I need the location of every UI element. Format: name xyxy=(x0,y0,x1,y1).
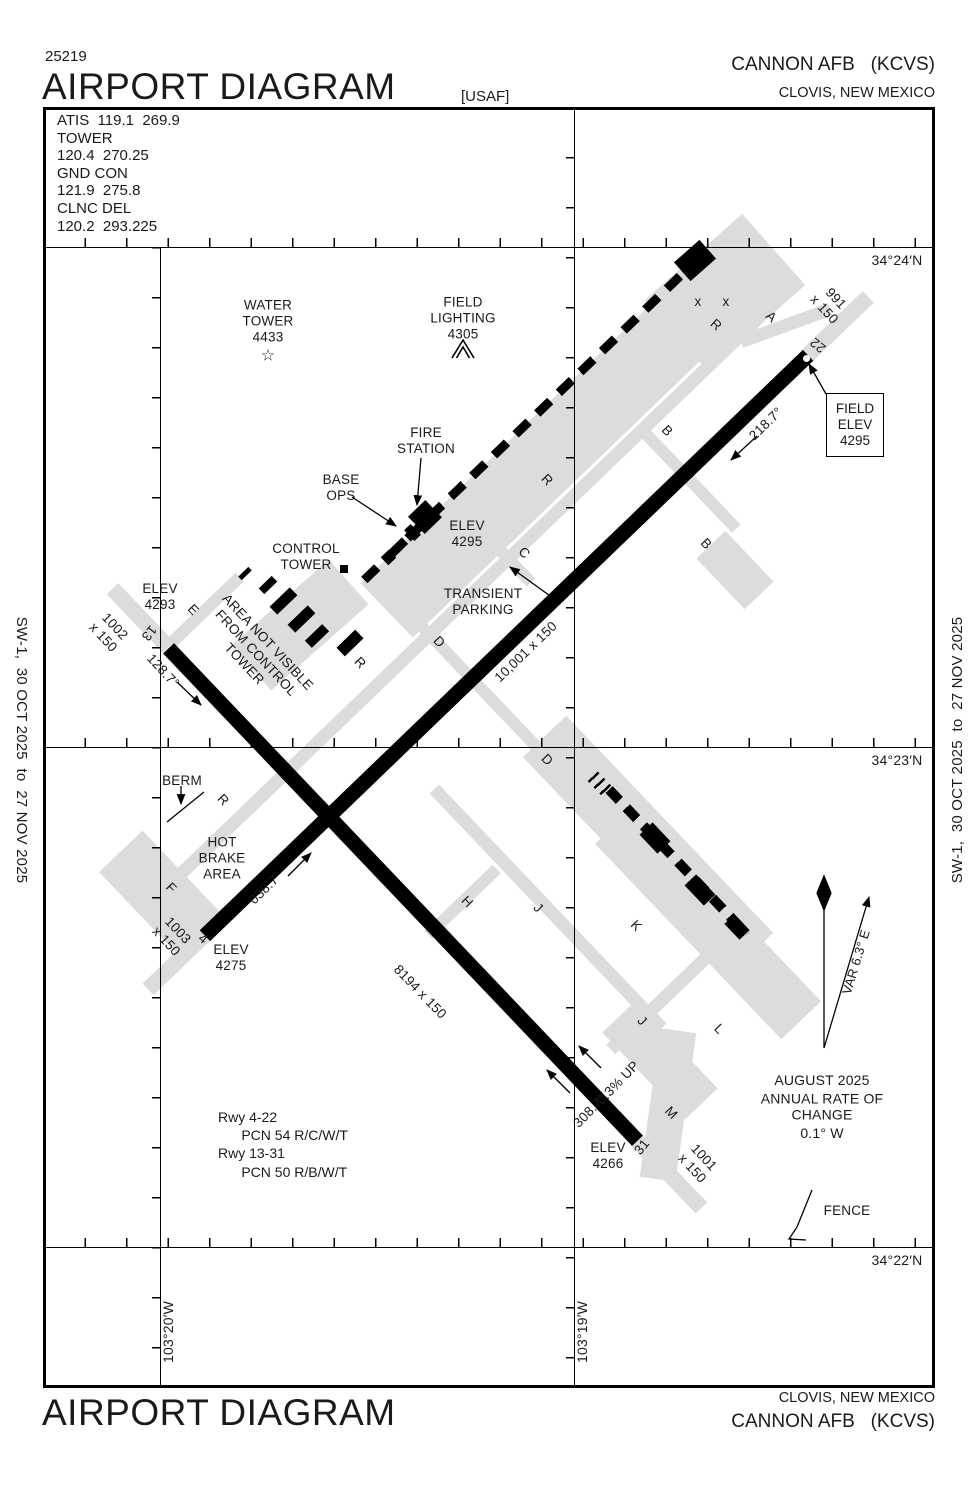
water-tower-label: WATER TOWER 4433 xyxy=(242,297,294,344)
hot-brake-label: HOT BRAKE AREA xyxy=(198,834,246,881)
berm-label: BERM xyxy=(162,773,202,789)
magvar-rate-value: 0.1° W xyxy=(800,1124,844,1141)
lat-line-34-24 xyxy=(43,247,935,248)
airport-city: CLOVIS, NEW MEXICO xyxy=(778,85,935,101)
footer-title: AIRPORT DIAGRAM xyxy=(42,1392,396,1433)
field-lighting-label: FIELD LIGHTING 4305 xyxy=(430,294,496,341)
field-elev-box: FIELD ELEV 4295 xyxy=(826,393,884,457)
field-elev-arrow xyxy=(808,363,827,395)
overrun-13-label: 1002 x 150 xyxy=(86,609,132,655)
margin-note-left: SW-1, 30 OCT 2025 to 27 NOV 2025 xyxy=(12,616,30,884)
rwy-13-31-dim-label: 8194 x 150 xyxy=(390,961,450,1022)
slope-arrow xyxy=(578,1045,602,1069)
comm-frequencies: ATIS 119.1 269.9 TOWER 120.4 270.25 GND … xyxy=(57,112,180,235)
field-elev-text: FIELD ELEV 4295 xyxy=(835,401,875,448)
chart-number: 25219 xyxy=(45,48,87,65)
lon-label-103-20: 103°20′W xyxy=(159,1301,176,1363)
taxiway-k-label: K xyxy=(627,917,645,935)
transient-parking-label: TRANSIENT PARKING xyxy=(443,586,523,617)
water-tower-star-icon: ☆ xyxy=(260,347,276,365)
footer-airport: CANNON AFB (KCVS) xyxy=(731,1411,935,1432)
base-ops-label: BASE OPS xyxy=(322,472,360,503)
fence-symbol xyxy=(787,1189,813,1241)
lon-label-103-19: 103°19′W xyxy=(573,1301,590,1363)
rwy4-elev-label: ELEV 4275 xyxy=(213,942,249,973)
lat-ticks-34-22 xyxy=(43,1238,935,1247)
fence-label: FENCE xyxy=(823,1203,871,1219)
org-label: [USAF] xyxy=(461,88,510,105)
berm-symbol xyxy=(166,791,205,823)
magvar-label: VAR 6.3° E xyxy=(838,927,873,997)
magvar-rate-label: ANNUAL RATE OF CHANGE xyxy=(760,1090,884,1123)
beacon-icon xyxy=(451,338,475,359)
north-arrow-head xyxy=(816,874,832,912)
lat-label-34-22: 34°22′N xyxy=(871,1251,923,1268)
fire-station-arrow xyxy=(413,457,423,507)
taxiway-b-label-1: B xyxy=(658,422,676,440)
control-tower-label: CONTROL TOWER xyxy=(272,541,340,572)
footer-city: CLOVIS, NEW MEXICO xyxy=(778,1390,935,1406)
runway-pcn-data: Rwy 4-22 PCN 54 R/C/W/T Rwy 13-31 PCN 50… xyxy=(218,1109,348,1180)
lon-ticks-103-19 xyxy=(566,107,574,1388)
closed-marking-x1: x xyxy=(694,294,702,310)
building-dash xyxy=(238,566,252,581)
margin-note-right: SW-1, 30 OCT 2025 to 27 NOV 2025 xyxy=(949,616,967,884)
lon-ticks-103-20 xyxy=(152,247,160,1388)
lon-line-103-20 xyxy=(160,247,161,1388)
lat-label-34-24: 34°24′N xyxy=(871,251,923,268)
apron-se-2 xyxy=(594,805,822,1040)
page-title: AIRPORT DIAGRAM xyxy=(42,66,396,107)
airport-name: CANNON AFB (KCVS) xyxy=(731,54,935,75)
lat-ticks-34-23 xyxy=(43,738,935,747)
hangar-5 xyxy=(336,629,364,657)
rwy13-elev-label: ELEV 4293 xyxy=(142,581,178,612)
lat-label-34-23: 34°23′N xyxy=(871,751,923,768)
fire-station-label: FIRE STATION xyxy=(397,425,455,456)
ramp-elev-label: ELEV 4295 xyxy=(449,518,485,549)
magvar-date: AUGUST 2025 xyxy=(774,1071,870,1088)
taxiway-l-label: L xyxy=(711,1020,728,1037)
rwy31-elev-label: ELEV 4266 xyxy=(590,1140,626,1171)
runway-22-threshold-dot xyxy=(803,355,810,362)
lat-line-34-22 xyxy=(43,1247,935,1248)
closed-marking-x2: x xyxy=(722,294,730,310)
control-tower-building xyxy=(340,565,348,573)
taxiway-r-label-1: R xyxy=(214,790,233,809)
lat-ticks-34-24 xyxy=(43,238,935,247)
lon-line-103-19 xyxy=(574,107,575,1388)
lat-line-34-23 xyxy=(43,747,935,748)
hangar-4 xyxy=(258,575,278,595)
taxiway-r-label-2: R xyxy=(351,653,370,672)
